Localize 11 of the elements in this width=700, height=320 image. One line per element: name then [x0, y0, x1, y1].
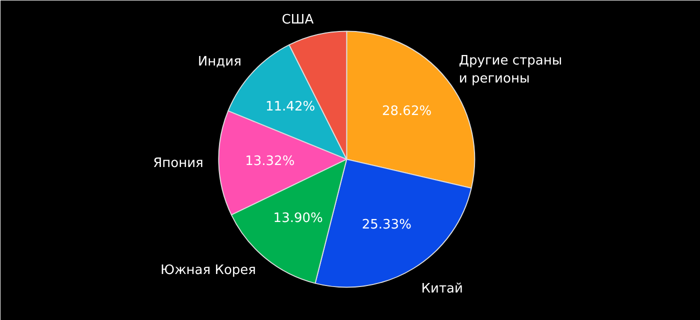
slice-label: Южная Корея [160, 262, 256, 278]
slice-label: Китай [421, 282, 463, 297]
slice-label: США [282, 12, 314, 28]
slice-label: Япония [153, 156, 204, 172]
data-label: 13.90% [273, 211, 323, 226]
slice-label: Индия [198, 54, 242, 70]
slice-label: Другие страны и регионы [458, 54, 562, 87]
data-label: 11.42% [265, 100, 316, 115]
data-label: 13.32% [245, 154, 295, 170]
data-label: 25.33% [362, 217, 412, 232]
data-label: 28.62% [382, 104, 432, 119]
